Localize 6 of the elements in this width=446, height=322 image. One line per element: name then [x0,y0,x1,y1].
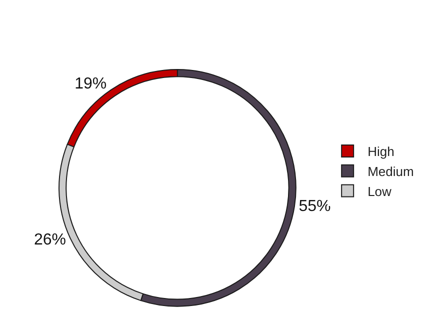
data-label: 19% [74,76,107,93]
data-label: 55% [298,198,331,216]
legend-label: High [368,144,394,160]
legend-label: Medium [368,164,414,179]
legend-label: Low [368,184,392,199]
data-label: 26% [34,231,66,248]
